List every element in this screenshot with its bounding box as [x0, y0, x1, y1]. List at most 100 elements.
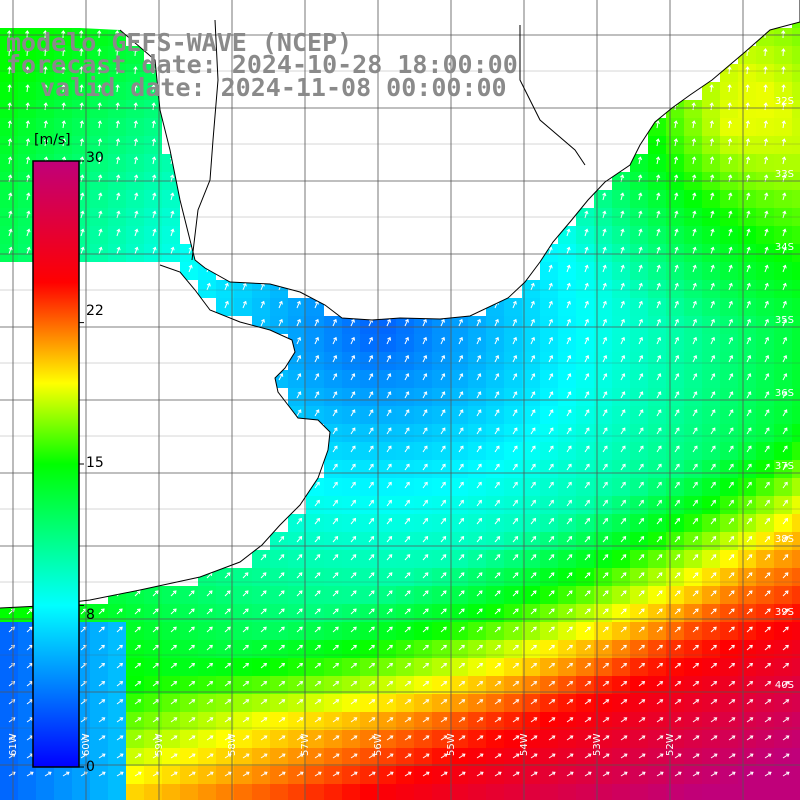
- wind-arrow-head: [495, 391, 500, 395]
- wind-arrow: [638, 409, 644, 417]
- wind-arrow: [512, 500, 518, 507]
- wind-arrow: [368, 681, 375, 687]
- wind-arrow-head: [497, 644, 501, 649]
- wind-arrow: [350, 681, 357, 687]
- wind-arrow: [728, 699, 735, 705]
- wind-arrow-head: [532, 554, 537, 558]
- wind-arrow-head: [584, 210, 589, 215]
- wind-arrow: [116, 663, 123, 669]
- wind-arrow: [638, 518, 644, 525]
- wind-arrow: [530, 482, 536, 489]
- wind-arrow: [440, 645, 447, 651]
- wind-speed-cell: [594, 784, 612, 800]
- wind-arrow: [368, 463, 374, 471]
- wind-arrow-head: [620, 246, 625, 251]
- wind-arrow-head: [262, 554, 267, 558]
- wind-arrow: [188, 645, 195, 651]
- wind-arrow: [332, 319, 337, 327]
- wind-arrow: [476, 373, 481, 381]
- wind-arrow: [584, 518, 590, 525]
- wind-speed-cell: [792, 370, 800, 388]
- wind-speed-cell: [774, 766, 792, 784]
- wind-speed-cell: [648, 784, 666, 800]
- wind-arrow-head: [586, 499, 590, 504]
- wind-speed-cell: [486, 622, 504, 640]
- wind-speed-cell: [252, 712, 270, 730]
- wind-arrow-head: [209, 753, 214, 758]
- wind-arrow: [620, 771, 628, 777]
- coastline: [0, 0, 800, 609]
- wind-arrow-head: [351, 336, 356, 341]
- wind-arrow-head: [407, 626, 411, 631]
- wind-arrow-head: [677, 681, 682, 685]
- wind-arrow: [584, 699, 591, 705]
- wind-arrow: [638, 373, 643, 381]
- wind-speed-cell: [522, 514, 540, 532]
- wind-speed-cell: [648, 748, 666, 766]
- wind-arrow-head: [151, 138, 157, 143]
- wind-arrow: [548, 391, 553, 399]
- wind-speed-cell: [594, 658, 612, 676]
- wind-arrow: [314, 626, 321, 633]
- wind-speed-cell: [468, 406, 486, 424]
- wind-arrow: [440, 463, 446, 471]
- wind-speed-cell: [702, 604, 720, 622]
- wind-arrow: [152, 608, 159, 615]
- wind-arrow: [728, 373, 733, 381]
- wind-speed-cell: [792, 712, 800, 730]
- wind-arrow-head: [317, 717, 322, 721]
- wind-arrow-head: [317, 644, 321, 649]
- wind-arrow-head: [405, 355, 410, 359]
- wind-arrow: [476, 391, 481, 399]
- wind-arrow: [386, 500, 392, 507]
- wind-arrow-head: [766, 608, 771, 613]
- wind-arrow: [566, 482, 572, 489]
- wind-speed-cell: [162, 658, 180, 676]
- wind-arrow: [116, 229, 120, 237]
- wind-arrow-head: [497, 771, 502, 776]
- land-area: [0, 265, 330, 800]
- wind-arrow-head: [115, 30, 120, 34]
- wind-arrow: [476, 554, 483, 561]
- wind-arrow-head: [496, 590, 501, 595]
- wind-speed-cell: [306, 694, 324, 712]
- wind-speed-cell: [18, 658, 36, 676]
- wind-arrow: [692, 572, 699, 579]
- wind-speed-cell: [324, 748, 342, 766]
- wind-arrow-head: [227, 626, 231, 631]
- wind-arrow: [260, 645, 267, 651]
- wind-arrow: [350, 735, 358, 741]
- wind-arrow-head: [441, 427, 446, 432]
- wind-speed-cell: [270, 604, 288, 622]
- wind-arrow: [152, 590, 159, 597]
- wind-arrow: [746, 427, 752, 435]
- wind-arrow-head: [461, 626, 465, 631]
- wind-arrow: [674, 121, 677, 129]
- wind-arrow: [620, 663, 627, 669]
- wind-arrow: [656, 663, 663, 669]
- wind-speed-cell: [738, 604, 756, 622]
- wind-arrow-head: [515, 681, 520, 685]
- wind-arrow: [602, 409, 608, 417]
- wind-arrow: [530, 626, 537, 633]
- wind-arrow: [476, 735, 484, 741]
- wind-speed-cell: [720, 460, 738, 478]
- wind-arrow: [566, 771, 574, 777]
- wind-arrow: [710, 717, 717, 723]
- wind-speed-cell: [414, 424, 432, 442]
- wind-arrow: [746, 409, 752, 417]
- wind-arrow: [440, 391, 445, 399]
- wind-arrow: [656, 427, 662, 435]
- wind-arrow: [512, 337, 517, 345]
- wind-speed-cell: [72, 766, 90, 784]
- wind-arrow-head: [478, 554, 483, 558]
- wind-arrow-head: [747, 373, 752, 377]
- wind-arrow: [332, 717, 339, 723]
- wind-arrow-head: [586, 517, 590, 522]
- wind-arrow-head: [299, 626, 303, 631]
- wind-speed-cell: [450, 694, 468, 712]
- wind-arrow-head: [711, 336, 716, 341]
- wind-arrow: [242, 283, 247, 291]
- wind-speed-cell: [108, 712, 126, 730]
- wind-arrow: [548, 319, 553, 327]
